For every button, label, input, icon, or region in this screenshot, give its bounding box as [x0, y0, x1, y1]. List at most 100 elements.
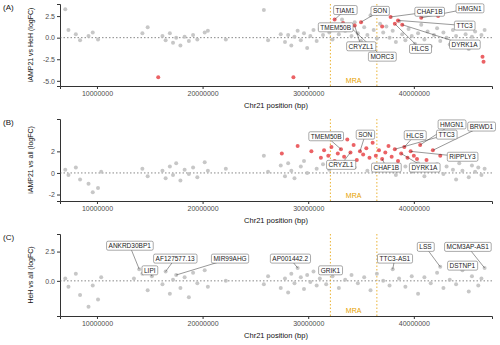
x-axis-title: Chr21 position (bp): [244, 101, 308, 110]
point: [425, 158, 429, 162]
point: [302, 287, 306, 291]
reference-line: [60, 37, 492, 38]
point: [369, 288, 373, 292]
x-tick: 40000000: [399, 201, 430, 212]
point: [78, 293, 82, 297]
point: [195, 175, 199, 179]
gene-label-text: AF127577.13: [156, 255, 195, 262]
point: [352, 143, 356, 147]
point: [99, 275, 103, 279]
point: [464, 32, 468, 36]
label-box: [318, 23, 353, 32]
point: [412, 154, 416, 158]
point: [140, 167, 144, 171]
point: [146, 288, 150, 292]
label-box: [377, 254, 412, 263]
point: [96, 298, 100, 302]
x-axis-line: [61, 317, 493, 320]
point: [203, 160, 207, 164]
gene-label-text: TTC3: [456, 22, 473, 29]
label-box: [327, 160, 356, 169]
point: [365, 33, 369, 37]
point: [178, 43, 182, 47]
point: [296, 144, 300, 148]
point: [96, 186, 100, 190]
point: [302, 31, 306, 35]
label-box: [409, 163, 440, 172]
x-tick-mark: [203, 316, 204, 319]
point: [476, 166, 480, 170]
x-tick-mark: [414, 86, 415, 89]
point: [407, 27, 411, 31]
plot-area: [60, 234, 492, 316]
point: [140, 31, 144, 35]
point: [96, 37, 100, 41]
point: [311, 28, 315, 32]
point: [356, 281, 360, 285]
gene-label-text: CRYZL1: [349, 43, 374, 50]
point: [375, 272, 379, 276]
point: [482, 60, 486, 64]
gene-label-text: CHAF1B: [417, 8, 443, 15]
gene-label-text: CRYZL1: [329, 161, 354, 168]
point: [422, 37, 426, 41]
gene-label: CHAF1B: [372, 163, 402, 172]
point: [292, 176, 296, 180]
point: [410, 34, 414, 38]
point: [397, 277, 401, 281]
x-tick-label: 30000000: [293, 205, 324, 212]
point: [283, 174, 287, 178]
point: [479, 277, 483, 281]
x-tick-mark: [308, 86, 309, 89]
point: [178, 286, 182, 290]
gene-label-text: TIAM1: [336, 7, 356, 14]
point: [160, 169, 164, 173]
point: [160, 282, 164, 286]
point: [480, 55, 484, 59]
point: [183, 35, 187, 39]
point: [403, 38, 407, 42]
point: [74, 272, 78, 276]
gene-label: CHAF1B: [415, 7, 445, 16]
point: [289, 169, 293, 173]
point: [174, 161, 178, 165]
point: [289, 272, 293, 276]
point: [206, 29, 210, 33]
point: [315, 39, 319, 43]
point: [299, 164, 303, 168]
point: [331, 37, 335, 41]
plot-area: [60, 4, 492, 86]
point: [473, 170, 477, 174]
x-tick-mark: [97, 201, 98, 204]
point: [321, 33, 325, 37]
point: [365, 169, 369, 173]
point: [280, 152, 284, 156]
point: [319, 156, 323, 160]
point: [337, 286, 341, 290]
gene-label-text: AP001442.2: [272, 255, 308, 262]
point: [87, 182, 91, 186]
point: [262, 154, 266, 158]
point: [191, 271, 195, 275]
y-tick-label: 2: [51, 148, 55, 155]
point: [286, 291, 290, 295]
point: [168, 31, 172, 35]
x-tick-mark: [308, 201, 309, 204]
point: [416, 292, 420, 296]
gene-label-text: TTC3-AS1: [379, 255, 410, 262]
point: [396, 159, 400, 163]
point: [308, 280, 312, 284]
point: [429, 281, 433, 285]
point: [438, 39, 442, 43]
point: [279, 286, 283, 290]
point: [206, 169, 210, 173]
point: [419, 23, 423, 27]
point: [279, 163, 283, 167]
point: [66, 173, 70, 177]
gene-label-text: DYRK1A: [452, 41, 479, 48]
label-box: [347, 42, 376, 51]
y-axis-title: HeH vs all (logFC): [27, 246, 35, 303]
region-boundary: [376, 4, 377, 86]
x-tick-mark: [97, 316, 98, 319]
region-boundary: [376, 119, 377, 201]
